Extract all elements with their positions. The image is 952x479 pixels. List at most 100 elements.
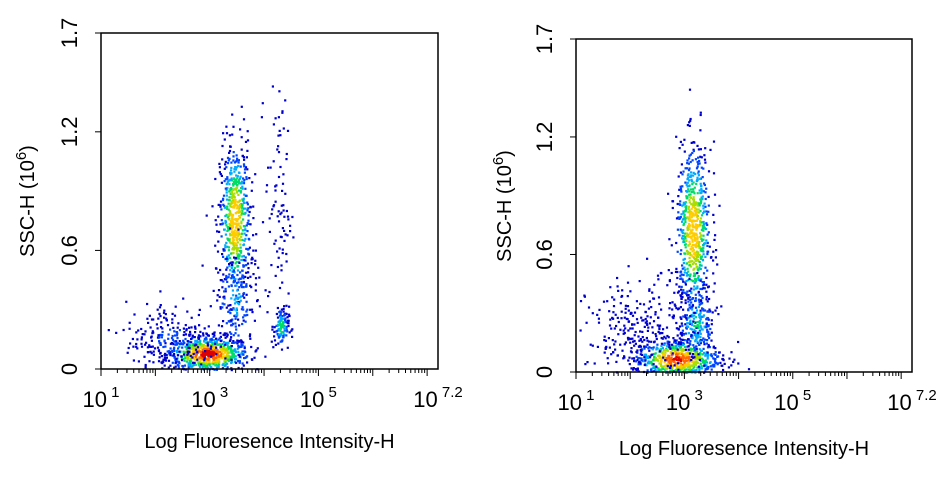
event-dot — [650, 340, 653, 343]
event-dot — [240, 281, 243, 284]
event-dot — [241, 350, 244, 353]
event-dot — [220, 279, 223, 282]
event-dot — [227, 351, 230, 354]
y-axis: 00.61.21.7 — [57, 18, 101, 375]
event-dot — [252, 273, 255, 276]
event-dot — [271, 208, 274, 211]
event-dot — [737, 362, 740, 365]
event-dot — [229, 192, 232, 195]
event-dot — [280, 333, 283, 336]
event-dot — [226, 205, 229, 208]
event-dot — [707, 204, 710, 207]
event-dot — [697, 211, 700, 214]
event-dot — [698, 293, 701, 297]
event-dot — [238, 360, 241, 363]
event-dot — [244, 351, 247, 354]
event-dot — [217, 271, 220, 274]
event-dot — [257, 266, 260, 269]
event-dot — [215, 363, 218, 366]
x-tick-label: 10 3 — [666, 387, 703, 415]
event-dot — [273, 242, 276, 245]
event-dot — [242, 254, 245, 258]
event-dot — [714, 309, 717, 312]
event-dot — [228, 213, 231, 216]
event-dot — [688, 228, 691, 231]
event-dot — [679, 364, 682, 367]
event-dot — [220, 350, 224, 353]
event-dot — [236, 175, 239, 178]
event-dot — [688, 222, 691, 226]
event-dot — [701, 321, 704, 324]
event-dot — [209, 347, 212, 350]
event-dot — [224, 178, 227, 181]
event-dot — [699, 249, 702, 252]
event-dot — [187, 363, 190, 366]
event-dot — [612, 305, 616, 308]
event-dot — [222, 132, 225, 135]
event-dot — [703, 158, 707, 161]
event-dot — [691, 304, 695, 307]
event-dot — [616, 285, 619, 288]
event-dot — [228, 320, 231, 323]
event-dot — [231, 261, 234, 264]
event-dot — [703, 363, 706, 366]
event-dot — [234, 257, 238, 260]
event-dot — [700, 264, 703, 267]
plot-frame — [575, 38, 913, 373]
event-dot — [159, 333, 162, 336]
event-dot — [705, 239, 708, 242]
event-dot — [692, 370, 695, 373]
event-dot — [249, 284, 252, 287]
event-dot — [157, 349, 160, 352]
event-dot — [706, 355, 709, 358]
event-dot — [668, 346, 671, 349]
event-dot — [197, 363, 201, 366]
event-dot — [215, 337, 218, 340]
event-dot — [660, 336, 663, 340]
event-dot — [646, 361, 650, 364]
event-dot — [231, 216, 234, 219]
event-dot — [204, 348, 207, 351]
event-dot — [645, 336, 648, 340]
event-dot — [714, 353, 717, 356]
event-dot — [226, 181, 229, 184]
event-dot — [240, 210, 243, 213]
event-dot — [668, 307, 671, 310]
event-dot — [713, 238, 716, 241]
event-dot — [193, 342, 197, 345]
event-dot — [680, 317, 683, 320]
event-dot — [218, 360, 221, 364]
event-dot — [682, 348, 685, 351]
event-dot — [709, 365, 712, 368]
event-dot — [219, 223, 222, 226]
event-dot — [688, 264, 691, 267]
event-dot — [716, 355, 719, 358]
event-dot — [708, 310, 711, 313]
event-dot — [686, 159, 689, 162]
event-dot — [229, 308, 232, 311]
event-dot — [230, 361, 233, 364]
event-dot — [234, 302, 237, 305]
event-dot — [699, 111, 702, 114]
event-dot — [291, 215, 294, 219]
event-dot — [704, 255, 707, 258]
event-dot — [653, 356, 656, 359]
event-dot — [668, 341, 671, 344]
event-dot — [167, 337, 170, 340]
event-dot — [697, 353, 700, 356]
event-dot — [203, 359, 206, 362]
event-dot — [164, 313, 167, 316]
event-dot — [179, 343, 182, 346]
event-dot — [238, 177, 241, 180]
event-dot — [623, 324, 626, 327]
event-dot — [703, 210, 706, 213]
event-dot — [692, 364, 695, 368]
event-dot — [161, 327, 164, 330]
event-dot — [247, 267, 250, 270]
y-tick-label: 1.7 — [57, 18, 82, 49]
event-dot — [224, 343, 227, 346]
event-dot — [228, 238, 232, 241]
event-dot — [691, 360, 694, 363]
event-dot — [229, 304, 232, 307]
event-dot — [702, 253, 705, 256]
